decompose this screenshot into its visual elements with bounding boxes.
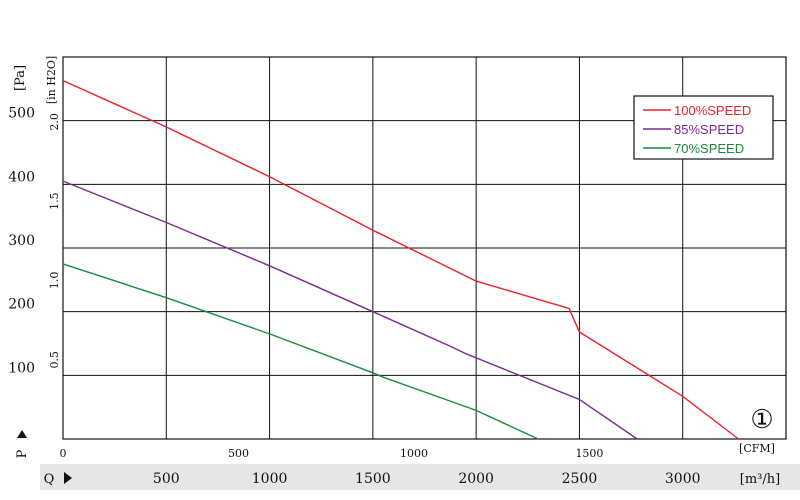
- x-axis-band: [40, 464, 800, 490]
- x2-tick-label: 500: [228, 447, 249, 460]
- y2-tick-label: 0.5: [48, 351, 61, 369]
- y-tick-label: 200: [8, 297, 35, 313]
- y2-tick-label: 1.5: [48, 192, 61, 210]
- legend-label-100: 100%SPEED: [674, 103, 751, 118]
- series-lines: [62, 79, 739, 440]
- y-tick-label: 100: [8, 360, 35, 376]
- series-line: [62, 180, 638, 440]
- legend-label-85: 85%SPEED: [674, 122, 744, 137]
- x2-tick-label: 1000: [400, 447, 428, 460]
- series-line: [62, 79, 739, 440]
- y2-unit-label: [in H2O]: [45, 56, 58, 104]
- x-axis-arrow-icon: [64, 472, 72, 484]
- x-tick-label: 2500: [562, 471, 598, 487]
- x-axis-prefix: Q: [44, 472, 55, 487]
- legend-label-70: 70%SPEED: [674, 141, 744, 156]
- x-unit-label: [m³/h]: [740, 472, 780, 487]
- y2-tick-label: 1.0: [48, 272, 61, 290]
- y-axis-arrow-icon: [17, 430, 27, 438]
- y-tick-label: 300: [8, 233, 35, 249]
- x-tick-label: 1500: [355, 471, 391, 487]
- grid: [63, 57, 786, 439]
- x-tick-label: 1000: [252, 471, 288, 487]
- x-tick-label: 3000: [665, 471, 701, 487]
- y-unit-label: [Pa]: [13, 65, 28, 91]
- y2-tick-label: 2.0: [48, 113, 61, 131]
- x-tick-label: 500: [153, 471, 180, 487]
- curve-marker: ①: [750, 405, 773, 435]
- y-tick-label: 500: [8, 106, 35, 122]
- y-tick-label: 400: [8, 169, 35, 185]
- legend: 100%SPEED 85%SPEED 70%SPEED: [633, 95, 774, 160]
- x2-tick-label: 1500: [575, 447, 603, 460]
- series-line: [62, 263, 539, 440]
- x2-unit-label: [CFM]: [739, 442, 775, 455]
- x-tick-label: 2000: [458, 471, 494, 487]
- y-axis-prefix: P: [15, 449, 30, 458]
- x2-tick-label: 0: [60, 447, 67, 460]
